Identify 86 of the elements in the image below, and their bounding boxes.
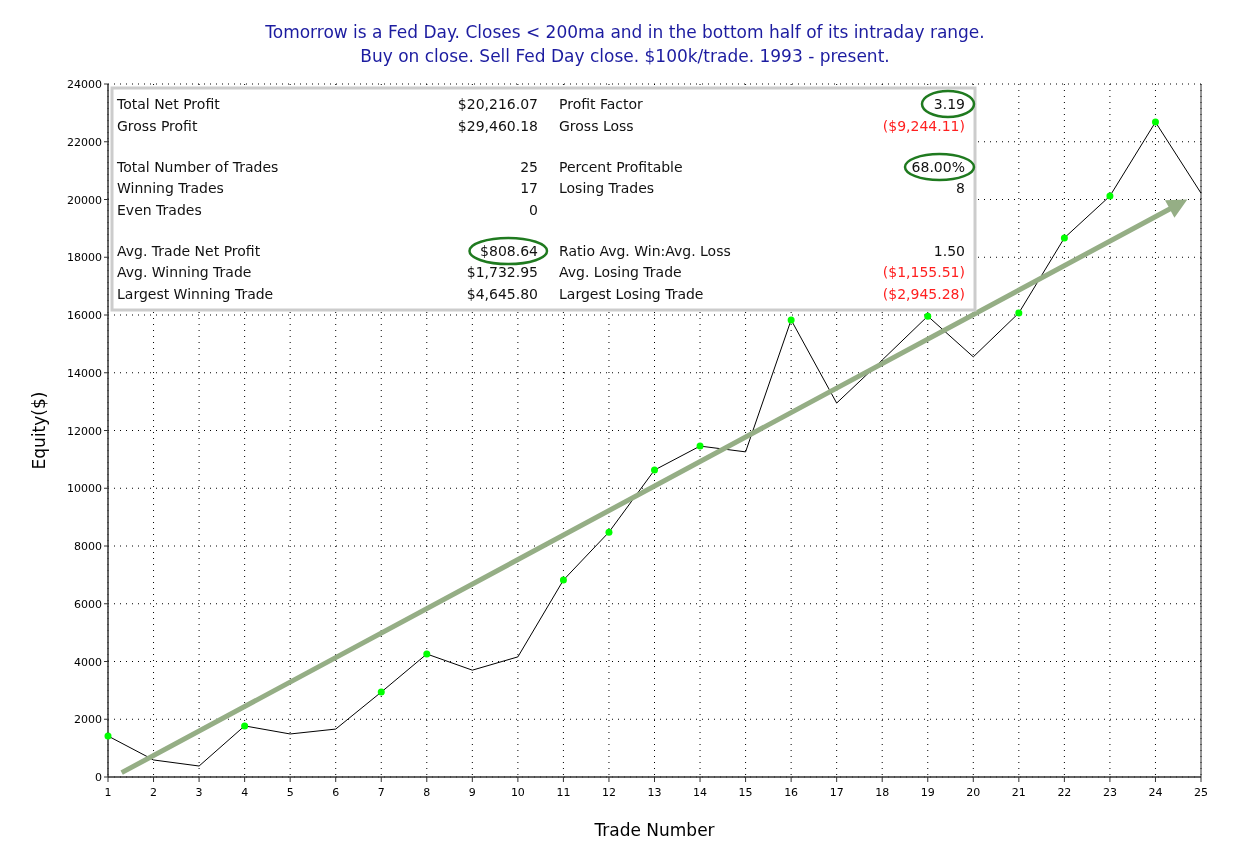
- x-tick-label: 9: [468, 786, 476, 799]
- annotation: 0: [529, 202, 538, 218]
- y-axis-title: Equity($): [29, 391, 49, 470]
- annotation: Avg. Winning Trade: [117, 264, 252, 280]
- annotation: 68.00%: [911, 159, 965, 175]
- annotation: Percent Profitable: [559, 159, 683, 175]
- annotation: Ratio Avg. Win:Avg. Loss: [559, 243, 731, 259]
- chart-title: Tomorrow is a Fed Day. Closes < 200ma and in the bottom half of its intraday range.: [264, 22, 985, 42]
- point: [651, 466, 658, 474]
- annotation: 8: [956, 180, 965, 196]
- annotation: $20,216.07: [457, 96, 538, 112]
- point: [787, 316, 795, 324]
- point: [924, 312, 932, 320]
- x-tick-label: 7: [377, 786, 385, 799]
- annotation: Profit Factor: [559, 96, 644, 112]
- x-tick-label: 12: [601, 786, 616, 799]
- point: [1060, 234, 1068, 242]
- annotation: Avg. Losing Trade: [559, 264, 682, 280]
- point: [1151, 118, 1159, 126]
- annotation: Even Trades: [117, 202, 202, 218]
- x-tick-label: 10: [510, 786, 525, 799]
- x-tick-label: 21: [1011, 786, 1026, 799]
- x-tick-label: 5: [286, 786, 294, 799]
- annotation: Total Net Profit: [116, 96, 221, 112]
- y-tick-label: 12000: [67, 424, 102, 438]
- x-tick-label: 20: [966, 786, 981, 799]
- point: [605, 528, 613, 536]
- point: [423, 650, 431, 658]
- y-tick-label: 14000: [67, 366, 102, 380]
- x-tick-label: 4: [241, 786, 249, 799]
- annotation: 25: [520, 159, 538, 175]
- y-tick-label: 0: [95, 771, 102, 784]
- point: [1106, 192, 1114, 200]
- annotation: 17: [520, 180, 538, 196]
- point: [377, 688, 385, 696]
- x-tick-label: 15: [738, 786, 753, 799]
- x-axis-title: Trade Number: [593, 820, 715, 840]
- annotation: $4,645.80: [466, 286, 538, 302]
- point: [559, 576, 567, 584]
- annotation: 1.50: [933, 243, 965, 259]
- annotation: Losing Trades: [559, 180, 655, 196]
- x-tick-label: 11: [556, 786, 571, 799]
- y-tick-label: 10000: [67, 482, 102, 496]
- annotation: ($2,945.28): [882, 286, 965, 302]
- x-tick-label: 18: [875, 786, 890, 799]
- x-tick-label: 14: [693, 786, 708, 799]
- annotation: $29,460.18: [457, 118, 538, 134]
- annotation: Gross Profit: [117, 118, 198, 134]
- x-tick-label: 16: [784, 786, 799, 799]
- x-tick-label: 25: [1194, 786, 1208, 799]
- x-tick-label: 23: [1102, 786, 1117, 799]
- annotation: Gross Loss: [559, 118, 634, 134]
- annotation: 3.19: [933, 96, 965, 112]
- x-tick-label: 3: [195, 786, 203, 799]
- y-tick-label: 24000: [67, 78, 102, 91]
- x-tick-label: 2: [150, 786, 158, 799]
- x-tick-label: 22: [1057, 786, 1072, 799]
- annotation: Avg. Trade Net Profit: [117, 243, 261, 259]
- annotation: ($9,244.11): [882, 118, 965, 134]
- annotation: Winning Trades: [117, 180, 224, 196]
- point: [241, 722, 249, 730]
- annotation: $1,732.95: [466, 264, 538, 280]
- x-tick-label: 13: [647, 786, 662, 799]
- y-tick-label: 4000: [74, 655, 102, 669]
- y-tick-label: 22000: [67, 135, 102, 149]
- y-tick-label: 6000: [74, 597, 102, 611]
- x-tick-label: 1: [104, 786, 112, 799]
- y-tick-label: 20000: [67, 193, 102, 207]
- x-tick-label: 8: [423, 786, 431, 799]
- annotation: $808.64: [480, 243, 539, 259]
- x-tick-label: 6: [332, 786, 340, 799]
- chart-subtitle: Buy on close. Sell Fed Day close. $100k/trade. 1993 - present.: [360, 46, 890, 66]
- x-tick-label: 24: [1148, 786, 1163, 799]
- annotation: Largest Winning Trade: [117, 286, 274, 302]
- y-tick-label: 18000: [67, 251, 102, 265]
- y-tick-label: 8000: [74, 540, 102, 553]
- y-tick-label: 16000: [67, 309, 102, 322]
- annotation: Largest Losing Trade: [559, 286, 704, 302]
- y-tick-label: 2000: [74, 713, 102, 727]
- point: [696, 442, 704, 450]
- point: [104, 732, 112, 740]
- x-tick-label: 19: [920, 786, 935, 799]
- point: [1015, 309, 1023, 317]
- annotation: Total Number of Trades: [116, 159, 279, 175]
- x-tick-label: 17: [829, 786, 844, 799]
- annotation: ($1,155.51): [882, 264, 965, 280]
